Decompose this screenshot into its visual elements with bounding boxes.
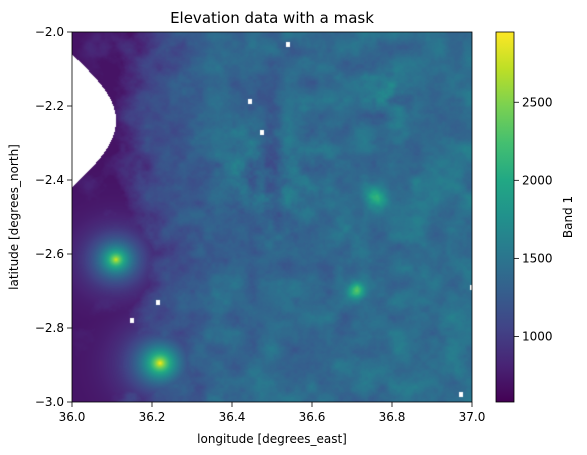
elevation-image <box>72 32 472 402</box>
plot-area <box>71 31 473 403</box>
x-axis-label: longitude [degrees_east] <box>197 432 347 446</box>
y-tick-label: −2.0 <box>35 25 64 39</box>
colorbar-frame <box>495 31 515 403</box>
colorbar-tick-label: 2500 <box>522 95 553 109</box>
y-tick-label: −2.6 <box>35 247 64 261</box>
colorbar-label: Band 1 <box>561 196 575 238</box>
y-tick-label: −3.0 <box>35 395 64 409</box>
chart-title: Elevation data with a mask <box>170 9 374 27</box>
x-tick-label: 37.0 <box>459 410 486 424</box>
y-axis: −2.0 −2.2 −2.4 −2.6 −2.8 −3.0 <box>35 25 72 409</box>
x-tick-label: 36.0 <box>59 410 86 424</box>
y-tick-label: −2.2 <box>35 99 64 113</box>
colorbar-tick-label: 1500 <box>522 251 553 265</box>
x-tick-label: 36.2 <box>139 410 166 424</box>
plot-frame <box>71 31 473 403</box>
colorbar-tick-label: 2000 <box>522 173 553 187</box>
y-tick-label: −2.8 <box>35 321 64 335</box>
x-tick-label: 36.6 <box>299 410 326 424</box>
colorbar-tick-label: 1000 <box>522 329 553 343</box>
y-axis-label: latitude [degrees_north] <box>7 144 21 290</box>
y-tick-label: −2.4 <box>35 173 64 187</box>
x-tick-label: 36.4 <box>219 410 246 424</box>
colorbar-gradient <box>496 32 514 402</box>
colorbar: 1000 1500 2000 2500 Band 1 <box>495 31 575 403</box>
x-tick-label: 36.8 <box>379 410 406 424</box>
x-axis: 36.0 36.2 36.4 36.6 36.8 37.0 <box>59 402 486 424</box>
